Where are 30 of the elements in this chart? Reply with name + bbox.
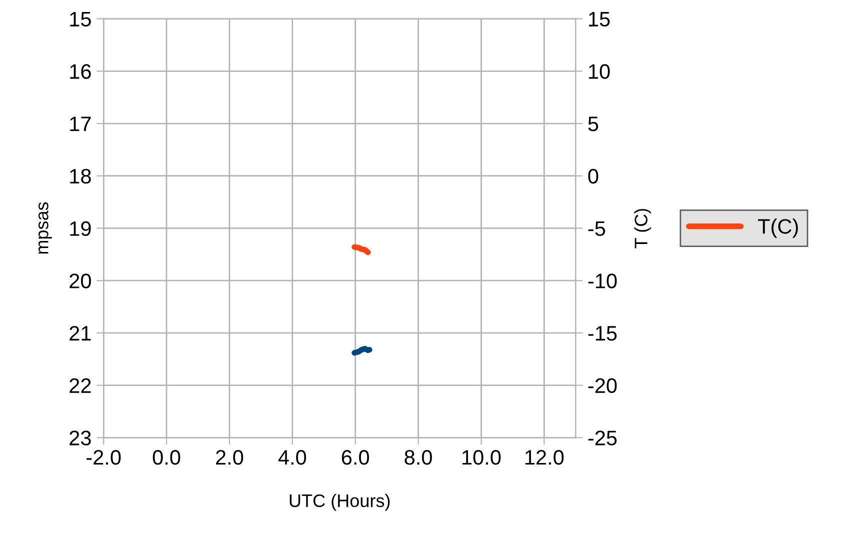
y2-tick-label: 15 <box>589 12 610 27</box>
x-tick-label: 2.0 <box>216 450 244 465</box>
y-tick-label: 16 <box>70 64 91 79</box>
x-tick-label: 4.0 <box>278 450 306 465</box>
y2-tick-label: 0 <box>588 168 598 184</box>
y-tick-label: 22 <box>70 378 91 393</box>
y2-tick-label: -20 <box>588 378 617 394</box>
y-tick-label: 20 <box>70 274 91 288</box>
y-tick-label: 18 <box>70 168 91 184</box>
y-tick-label: 15 <box>70 12 91 27</box>
y2-tick-label: 10 <box>589 64 610 79</box>
y-tick-label: 19 <box>70 221 91 236</box>
x-tick-label: 0.0 <box>152 450 180 465</box>
y2-tick-label: 5 <box>588 116 598 132</box>
y2-tick-label: -25 <box>588 430 617 446</box>
y2-tick-label: -10 <box>588 274 617 288</box>
y2-tick-label: -15 <box>588 326 617 341</box>
x-tick-label: 6.0 <box>342 450 369 465</box>
x-axis-title: UTC (Hours) <box>290 494 390 511</box>
y2-axis-title: T (C) <box>634 208 652 248</box>
x-tick-label: -2.0 <box>86 450 121 465</box>
y-tick-label: 23 <box>70 430 91 446</box>
x-tick-label: 10.0 <box>462 450 501 465</box>
y2-tick-label: -5 <box>588 221 606 236</box>
legend-label: T(C) <box>758 218 798 238</box>
x-tick-label: 12.0 <box>525 450 564 465</box>
y-tick-label: 21 <box>70 326 91 340</box>
y-axis-title: mpsas <box>38 202 52 254</box>
x-tick-label: 8.0 <box>404 450 432 465</box>
y-tick-label: 17 <box>70 116 91 132</box>
